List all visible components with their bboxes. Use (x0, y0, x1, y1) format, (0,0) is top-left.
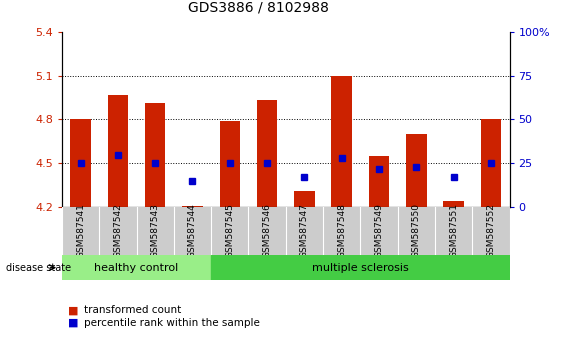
Bar (70, 120, 91, 207)
Text: GSM587544: GSM587544 (188, 204, 197, 258)
Text: GSM587546: GSM587546 (262, 204, 271, 258)
Bar (369, 156, 389, 207)
Bar (472, 207, 510, 255)
Bar (62, 255, 211, 280)
Bar (137, 207, 174, 255)
Text: GSM587542: GSM587542 (113, 204, 122, 258)
Text: percentile rank within the sample: percentile rank within the sample (84, 318, 260, 328)
Bar (257, 101, 278, 207)
Bar (211, 255, 510, 280)
Text: healthy control: healthy control (95, 263, 178, 273)
Text: ■: ■ (68, 318, 78, 328)
Bar (145, 103, 166, 207)
Bar (406, 134, 427, 207)
Text: GSM587548: GSM587548 (337, 204, 346, 258)
Text: GSM587552: GSM587552 (486, 204, 495, 258)
Text: transformed count: transformed count (84, 306, 182, 315)
Text: GSM587545: GSM587545 (225, 204, 234, 258)
Bar (99, 207, 136, 255)
Bar (220, 121, 240, 207)
Bar (182, 206, 203, 207)
Bar (481, 120, 501, 207)
Bar (294, 191, 315, 207)
Text: GSM587550: GSM587550 (412, 204, 421, 258)
Text: GSM587547: GSM587547 (300, 204, 309, 258)
Text: disease state: disease state (6, 263, 71, 273)
Text: GSM587543: GSM587543 (151, 204, 160, 258)
Bar (211, 207, 248, 255)
Bar (323, 207, 360, 255)
Bar (435, 207, 472, 255)
Text: GDS3886 / 8102988: GDS3886 / 8102988 (189, 0, 329, 14)
Bar (360, 207, 397, 255)
Text: GSM587551: GSM587551 (449, 204, 458, 258)
Bar (443, 201, 464, 207)
Bar (248, 207, 285, 255)
Text: ■: ■ (68, 306, 78, 315)
Bar (174, 207, 211, 255)
Text: GSM587541: GSM587541 (76, 204, 85, 258)
Text: multiple sclerosis: multiple sclerosis (312, 263, 409, 273)
Bar (62, 207, 99, 255)
Bar (285, 207, 323, 255)
Bar (397, 207, 435, 255)
Bar (108, 95, 128, 207)
Bar (332, 76, 352, 207)
Text: GSM587549: GSM587549 (374, 204, 383, 258)
